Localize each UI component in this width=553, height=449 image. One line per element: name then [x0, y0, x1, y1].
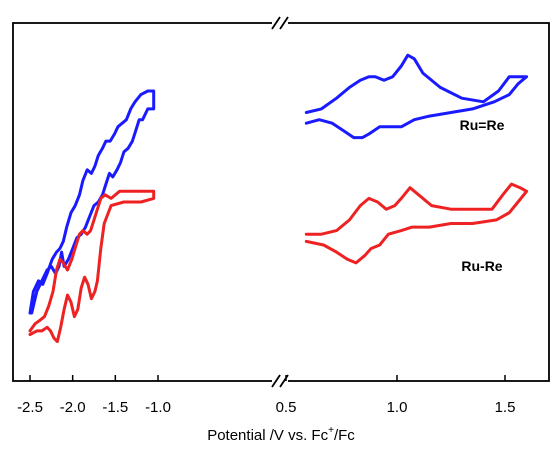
curve-ru-re-oxidation	[304, 182, 529, 265]
x-tick-label: -2.5	[17, 399, 43, 416]
data-curves	[28, 53, 529, 344]
x-tick-label: -1.0	[145, 399, 171, 416]
curve-ru-re-reduction	[28, 189, 156, 344]
x-axis-ticks: -2.5 -2.0 -1.5 -1.0 0.5 1.0 1.5	[17, 375, 515, 416]
series-label-ru-re: Ru=Re	[460, 117, 505, 133]
plot-frame	[12, 22, 550, 382]
series-label-ru-re: Ru-Re	[461, 258, 502, 274]
series-labels: Ru=Re Ru-Re	[460, 117, 505, 274]
curve-ru-re-reduction	[28, 89, 156, 315]
curve-ru-re-oxidation	[304, 53, 529, 140]
x-axis-title: Potential /V vs. Fc+/Fc	[207, 425, 355, 444]
x-tick-label: -2.0	[60, 399, 86, 416]
x-tick-break-label: 0.5	[276, 399, 297, 416]
axis-break-top	[271, 15, 289, 31]
axis-break-bottom	[271, 373, 289, 389]
x-tick-label: 1.5	[495, 399, 516, 416]
axis-break-slash	[279, 16, 289, 30]
x-tick-label: 1.0	[387, 399, 408, 416]
axis-break-slash	[271, 16, 281, 30]
axis-break-gap	[272, 15, 288, 31]
x-tick-label: -1.5	[102, 399, 128, 416]
axis-break-gap	[272, 373, 288, 389]
axis-break-slash	[271, 374, 281, 388]
